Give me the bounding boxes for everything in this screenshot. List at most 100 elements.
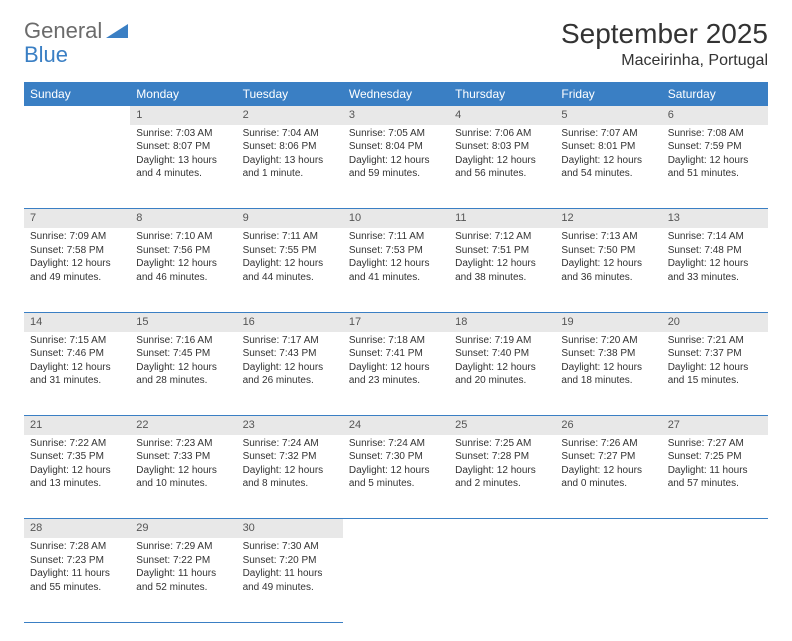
day-details: Sunrise: 7:26 AMSunset: 7:27 PMDaylight:… (555, 435, 661, 495)
sunrise-text: Sunrise: 7:09 AM (30, 230, 124, 244)
sunset-text: Sunset: 8:07 PM (136, 140, 230, 154)
sunrise-text: Sunrise: 7:20 AM (561, 334, 655, 348)
daylight-text: Daylight: 12 hours and 10 minutes. (136, 464, 230, 491)
day-number-cell: 8 (130, 209, 236, 228)
daylight-text: Daylight: 12 hours and 0 minutes. (561, 464, 655, 491)
logo-triangle-icon (106, 20, 128, 43)
day-number-row: 14151617181920 (24, 312, 768, 331)
sunrise-text: Sunrise: 7:07 AM (561, 127, 655, 141)
day-number-cell: 20 (662, 312, 768, 331)
day-number-cell: 9 (237, 209, 343, 228)
day-details: Sunrise: 7:19 AMSunset: 7:40 PMDaylight:… (449, 332, 555, 392)
day-details: Sunrise: 7:22 AMSunset: 7:35 PMDaylight:… (24, 435, 130, 495)
day-number-cell: 4 (449, 106, 555, 125)
day-details: Sunrise: 7:23 AMSunset: 7:33 PMDaylight:… (130, 435, 236, 495)
sunset-text: Sunset: 7:37 PM (668, 347, 762, 361)
sunrise-text: Sunrise: 7:11 AM (243, 230, 337, 244)
daylight-text: Daylight: 11 hours and 49 minutes. (243, 567, 337, 594)
daylight-text: Daylight: 12 hours and 2 minutes. (455, 464, 549, 491)
day-content-cell (662, 538, 768, 622)
day-details: Sunrise: 7:25 AMSunset: 7:28 PMDaylight:… (449, 435, 555, 495)
day-number-cell: 28 (24, 519, 130, 538)
calendar-head: SundayMondayTuesdayWednesdayThursdayFrid… (24, 82, 768, 106)
sunset-text: Sunset: 7:45 PM (136, 347, 230, 361)
sunrise-text: Sunrise: 7:22 AM (30, 437, 124, 451)
daylight-text: Daylight: 12 hours and 33 minutes. (668, 257, 762, 284)
day-content-cell: Sunrise: 7:16 AMSunset: 7:45 PMDaylight:… (130, 332, 236, 416)
day-number-cell (449, 519, 555, 538)
day-number-row: 123456 (24, 106, 768, 125)
day-number-cell: 5 (555, 106, 661, 125)
day-number-cell: 29 (130, 519, 236, 538)
day-content-cell (343, 538, 449, 622)
day-details: Sunrise: 7:20 AMSunset: 7:38 PMDaylight:… (555, 332, 661, 392)
day-content-cell (24, 125, 130, 209)
sunrise-text: Sunrise: 7:27 AM (668, 437, 762, 451)
day-details: Sunrise: 7:29 AMSunset: 7:22 PMDaylight:… (130, 538, 236, 598)
day-content-cell: Sunrise: 7:06 AMSunset: 8:03 PMDaylight:… (449, 125, 555, 209)
sunset-text: Sunset: 7:58 PM (30, 244, 124, 258)
day-number-cell: 10 (343, 209, 449, 228)
sunset-text: Sunset: 7:41 PM (349, 347, 443, 361)
daylight-text: Daylight: 12 hours and 51 minutes. (668, 154, 762, 181)
day-details: Sunrise: 7:13 AMSunset: 7:50 PMDaylight:… (555, 228, 661, 288)
day-number-cell: 13 (662, 209, 768, 228)
daylight-text: Daylight: 12 hours and 31 minutes. (30, 361, 124, 388)
day-content-cell: Sunrise: 7:25 AMSunset: 7:28 PMDaylight:… (449, 435, 555, 519)
sunset-text: Sunset: 8:06 PM (243, 140, 337, 154)
day-number-cell (343, 519, 449, 538)
day-content-cell: Sunrise: 7:24 AMSunset: 7:32 PMDaylight:… (237, 435, 343, 519)
daylight-text: Daylight: 13 hours and 1 minute. (243, 154, 337, 181)
weekday-header: Friday (555, 82, 661, 106)
sunset-text: Sunset: 8:01 PM (561, 140, 655, 154)
day-details: Sunrise: 7:15 AMSunset: 7:46 PMDaylight:… (24, 332, 130, 392)
weekday-row: SundayMondayTuesdayWednesdayThursdayFrid… (24, 82, 768, 106)
day-number-cell: 22 (130, 416, 236, 435)
weekday-header: Wednesday (343, 82, 449, 106)
location-label: Maceirinha, Portugal (561, 52, 768, 70)
day-details: Sunrise: 7:12 AMSunset: 7:51 PMDaylight:… (449, 228, 555, 288)
day-content-cell: Sunrise: 7:19 AMSunset: 7:40 PMDaylight:… (449, 332, 555, 416)
sunrise-text: Sunrise: 7:10 AM (136, 230, 230, 244)
sunset-text: Sunset: 7:55 PM (243, 244, 337, 258)
daylight-text: Daylight: 13 hours and 4 minutes. (136, 154, 230, 181)
day-number-cell: 1 (130, 106, 236, 125)
day-content-row: Sunrise: 7:28 AMSunset: 7:23 PMDaylight:… (24, 538, 768, 622)
day-details: Sunrise: 7:04 AMSunset: 8:06 PMDaylight:… (237, 125, 343, 185)
sunset-text: Sunset: 7:53 PM (349, 244, 443, 258)
daylight-text: Daylight: 12 hours and 28 minutes. (136, 361, 230, 388)
daylight-text: Daylight: 12 hours and 59 minutes. (349, 154, 443, 181)
weekday-header: Sunday (24, 82, 130, 106)
weekday-header: Thursday (449, 82, 555, 106)
sunset-text: Sunset: 7:50 PM (561, 244, 655, 258)
day-details: Sunrise: 7:17 AMSunset: 7:43 PMDaylight:… (237, 332, 343, 392)
day-details: Sunrise: 7:21 AMSunset: 7:37 PMDaylight:… (662, 332, 768, 392)
sunset-text: Sunset: 7:25 PM (668, 450, 762, 464)
day-details: Sunrise: 7:27 AMSunset: 7:25 PMDaylight:… (662, 435, 768, 495)
day-details: Sunrise: 7:18 AMSunset: 7:41 PMDaylight:… (343, 332, 449, 392)
sunset-text: Sunset: 7:28 PM (455, 450, 549, 464)
daylight-text: Daylight: 11 hours and 52 minutes. (136, 567, 230, 594)
day-content-cell: Sunrise: 7:05 AMSunset: 8:04 PMDaylight:… (343, 125, 449, 209)
day-number-cell: 12 (555, 209, 661, 228)
sunrise-text: Sunrise: 7:30 AM (243, 540, 337, 554)
day-content-cell: Sunrise: 7:27 AMSunset: 7:25 PMDaylight:… (662, 435, 768, 519)
day-number-cell: 2 (237, 106, 343, 125)
day-content-row: Sunrise: 7:22 AMSunset: 7:35 PMDaylight:… (24, 435, 768, 519)
day-content-cell: Sunrise: 7:13 AMSunset: 7:50 PMDaylight:… (555, 228, 661, 312)
day-details: Sunrise: 7:24 AMSunset: 7:32 PMDaylight:… (237, 435, 343, 495)
day-number-cell: 26 (555, 416, 661, 435)
sunrise-text: Sunrise: 7:18 AM (349, 334, 443, 348)
month-title: September 2025 (561, 18, 768, 50)
daylight-text: Daylight: 12 hours and 46 minutes. (136, 257, 230, 284)
day-content-cell (449, 538, 555, 622)
sunrise-text: Sunrise: 7:24 AM (349, 437, 443, 451)
calendar-page: General September 2025 Maceirinha, Portu… (0, 0, 792, 641)
day-content-cell (555, 538, 661, 622)
sunset-text: Sunset: 7:32 PM (243, 450, 337, 464)
sunrise-text: Sunrise: 7:05 AM (349, 127, 443, 141)
day-number-cell: 6 (662, 106, 768, 125)
day-content-cell: Sunrise: 7:14 AMSunset: 7:48 PMDaylight:… (662, 228, 768, 312)
day-details: Sunrise: 7:07 AMSunset: 8:01 PMDaylight:… (555, 125, 661, 185)
day-details: Sunrise: 7:11 AMSunset: 7:53 PMDaylight:… (343, 228, 449, 288)
